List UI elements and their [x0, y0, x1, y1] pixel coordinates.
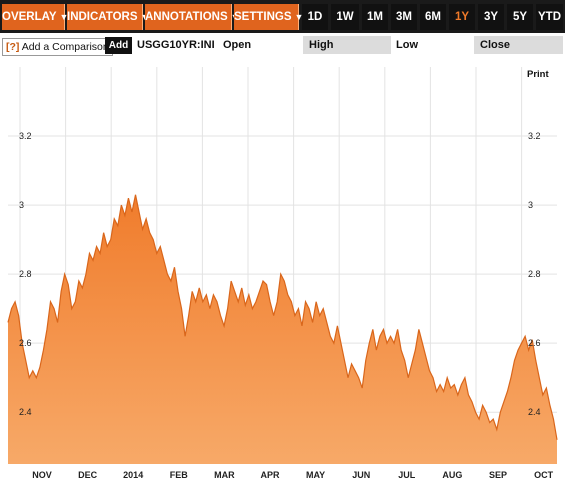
series-line	[7, 194, 558, 440]
annotations-menu-button[interactable]: ANNOTATIONS▼	[145, 4, 240, 30]
x-tick-label: FEB	[170, 470, 189, 480]
x-tick-label: SEP	[489, 470, 507, 480]
chevron-down-icon: ▼	[141, 12, 150, 22]
x-tick-label: MAY	[306, 470, 325, 480]
series-area	[8, 194, 557, 465]
yield-area-chart: 3.2 3.2 3 3 2.8 2.8 2.6 2.6 2.4 2.4 NOV DEC 2014 FEB M…	[7, 67, 558, 480]
overlay-menu-label: OVERLAY	[2, 11, 57, 23]
y-tick-label-right: 3	[528, 200, 533, 210]
y-tick-label-left: 2.6	[19, 338, 32, 348]
x-tick-label: JUL	[398, 470, 416, 480]
y-tick-label-right: 2.4	[528, 407, 541, 417]
x-tick-label: AUG	[442, 470, 462, 480]
range-1m-button[interactable]: 1M	[362, 4, 388, 30]
range-6m-button[interactable]: 6M	[420, 4, 446, 30]
x-tick-label: DEC	[78, 470, 98, 480]
x-tick-label: 2014	[123, 470, 143, 480]
low-label: Low	[396, 39, 418, 51]
ticker-symbol: USGG10YR:INI	[137, 39, 215, 51]
chevron-down-icon: ▼	[294, 12, 304, 22]
range-3y-button[interactable]: 3Y	[478, 4, 504, 30]
add-comparison-input[interactable]: [?] Add a Comparison	[2, 38, 113, 56]
chart-toolbar: OVERLAY▼ INDICATORS▼ ANNOTATIONS▼ SETTIN…	[0, 0, 565, 33]
overlay-menu-button[interactable]: OVERLAY ▼	[2, 4, 68, 30]
add-comparison-button[interactable]: Add	[105, 37, 132, 54]
range-1w-button[interactable]: 1W	[331, 4, 359, 30]
open-label: Open	[223, 39, 252, 51]
settings-menu-label: SETTINGS	[234, 11, 292, 23]
range-3m-button[interactable]: 3M	[391, 4, 417, 30]
range-1y-button[interactable]: 1Y	[449, 4, 475, 30]
range-ytd-button[interactable]: YTD	[536, 4, 563, 30]
y-tick-label-left: 2.4	[19, 407, 32, 417]
indicators-menu-label: INDICATORS	[67, 11, 138, 23]
indicators-menu-button[interactable]: INDICATORS▼	[67, 4, 149, 30]
range-5y-button[interactable]: 5Y	[507, 4, 533, 30]
x-tick-label: MAR	[214, 470, 235, 480]
high-label: High	[303, 36, 391, 54]
settings-menu-button[interactable]: SETTINGS ▼	[234, 4, 303, 30]
y-tick-label-right: 3.2	[528, 131, 541, 141]
x-tick-label: JUN	[352, 470, 370, 480]
x-tick-label: NOV	[32, 470, 52, 480]
help-icon[interactable]: [?]	[6, 41, 20, 53]
x-tick-label: APR	[260, 470, 280, 480]
x-tick-label: OCT	[534, 470, 554, 480]
add-comparison-label: Add a Comparison	[21, 41, 109, 53]
y-tick-label-right: 2.8	[528, 269, 541, 279]
y-tick-label-left: 3	[19, 200, 24, 210]
y-tick-label-left: 3.2	[19, 131, 32, 141]
range-1d-button[interactable]: 1D	[302, 4, 328, 30]
print-button[interactable]: Print	[527, 69, 549, 80]
chevron-down-icon: ▼	[59, 12, 69, 22]
y-tick-label-left: 2.8	[19, 269, 32, 279]
close-label: Close	[474, 36, 563, 54]
annotations-menu-label: ANNOTATIONS	[145, 11, 228, 23]
y-tick-label-right: 2.6	[528, 338, 541, 348]
